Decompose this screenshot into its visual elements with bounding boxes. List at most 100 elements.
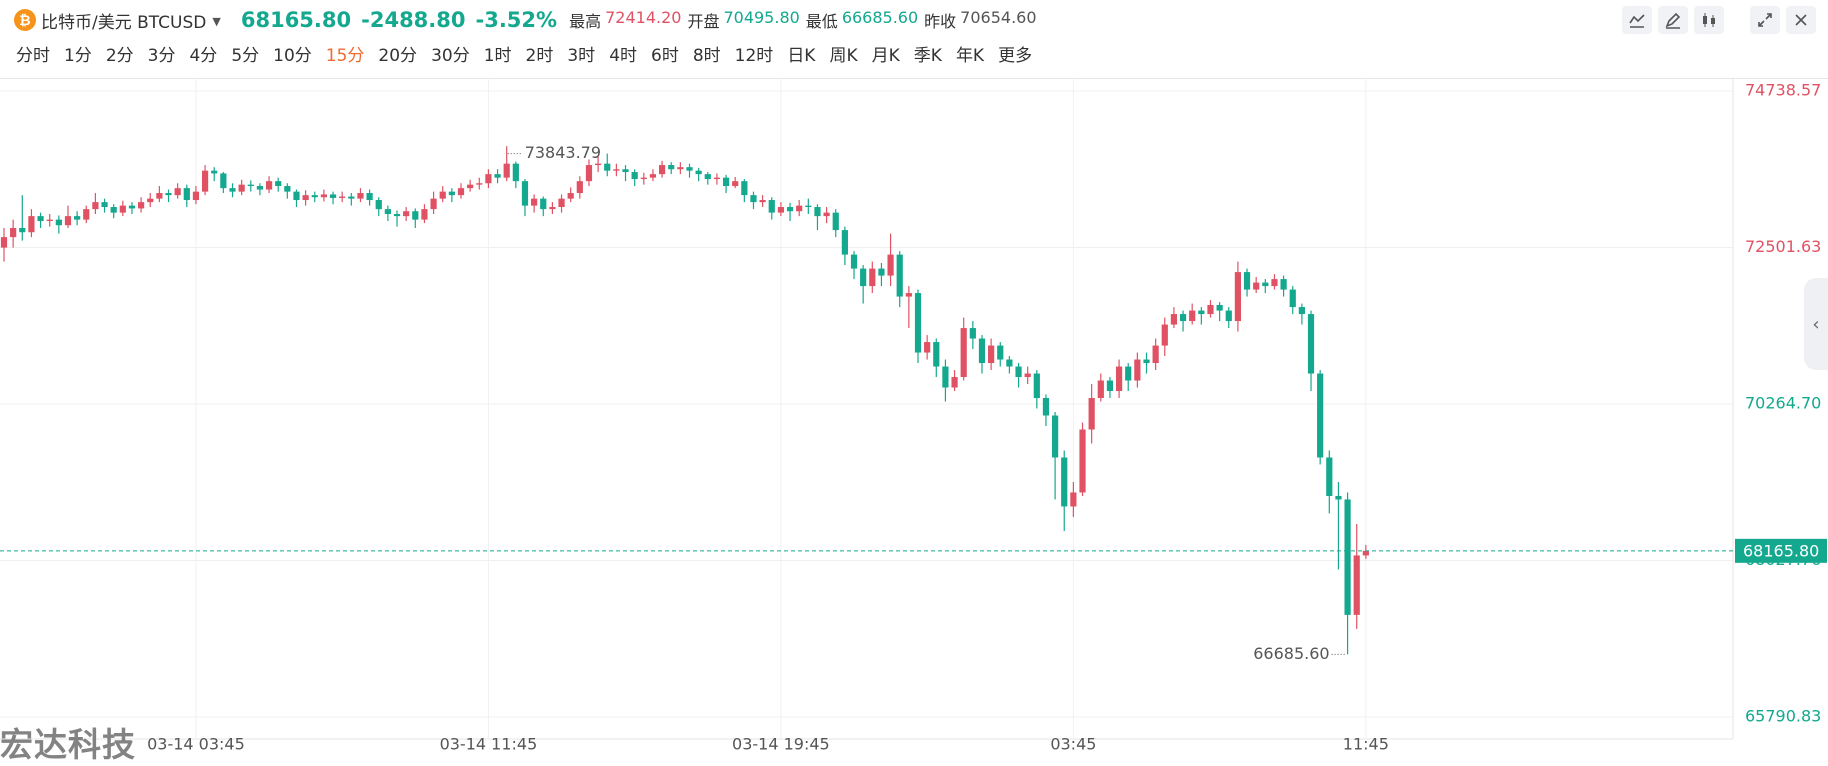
candle-body (540, 198, 547, 210)
candle-body (275, 181, 282, 187)
side-panel-toggle[interactable]: ‹ (1804, 278, 1828, 370)
candle-body (74, 216, 81, 220)
icon (1665, 12, 1681, 29)
candle-body (1307, 314, 1315, 374)
candle-body (805, 205, 812, 208)
low-label: 66685.60 (1253, 644, 1329, 663)
candle-body (713, 177, 721, 180)
candle-body (704, 174, 711, 180)
candle-body (1280, 279, 1287, 290)
candle-body (777, 207, 784, 213)
candle-body (521, 181, 529, 206)
price: 68165.80 (240, 8, 352, 32)
candle-body (988, 345, 995, 364)
timeframe[interactable]: 2时 (525, 45, 554, 66)
timeframe[interactable]: 年K (955, 45, 985, 66)
indicator-button[interactable] (1622, 6, 1652, 34)
candle-body (247, 184, 254, 187)
candle-body (1134, 359, 1141, 381)
candle-body (329, 194, 337, 198)
candle-body (576, 181, 583, 194)
candle-body (1317, 373, 1324, 458)
expand-button[interactable] (1750, 6, 1780, 34)
timeframe[interactable]: 8时 (692, 45, 721, 66)
candle-body (375, 200, 382, 210)
candle-body (1362, 550, 1369, 556)
candle-body (156, 193, 163, 199)
candle-body (55, 219, 62, 226)
timeframe[interactable]: 10分 (273, 45, 312, 66)
timeframe[interactable]: 5分 (231, 45, 260, 66)
timeframe[interactable]: 2分 (105, 45, 134, 66)
candle-body (512, 163, 519, 182)
candle-body (201, 170, 209, 192)
candle-body (348, 196, 355, 199)
timeframe[interactable]: 4时 (609, 45, 638, 66)
timeframe[interactable]: 更多 (998, 45, 1033, 66)
candle-body (677, 167, 684, 170)
candle-body (1344, 499, 1351, 615)
toolbar (1622, 6, 1816, 34)
candle-body (960, 328, 967, 378)
change: -2488.80 (361, 8, 466, 32)
timeframe[interactable]: 12时 (734, 45, 774, 66)
timeframe[interactable]: 周K (829, 45, 858, 66)
timeframe[interactable]: 1时 (483, 45, 512, 66)
timeframe[interactable]: 20分 (378, 45, 418, 66)
candle-body (531, 198, 538, 206)
candle-body (759, 200, 766, 203)
stat-label: 最高 (569, 12, 602, 31)
timeframe[interactable]: 1分 (64, 45, 92, 66)
candle-body (585, 165, 593, 182)
candle-body (284, 186, 291, 192)
y-tick-label: 74738.57 (1745, 80, 1821, 99)
header: ₿ 比特币/美元 BTCUSD ▼ 68165.80 -2488.80 -3.5… (0, 0, 1828, 40)
stat-value: 72414.20 (605, 8, 682, 27)
candle-body (750, 195, 757, 203)
candle-body (786, 207, 794, 212)
stat-label: 最低 (805, 12, 838, 31)
timeframe[interactable]: 分时 (16, 45, 50, 66)
candle-body (1125, 366, 1132, 381)
candle-body (1262, 282, 1269, 287)
symbol-caret[interactable]: ▼ (212, 15, 221, 28)
candle-body (1079, 429, 1086, 493)
timeframe[interactable]: 15分 (325, 45, 365, 66)
candle-body (1179, 314, 1187, 322)
candle-body (485, 174, 492, 184)
candle-body (1061, 457, 1068, 507)
candle-body (238, 184, 245, 192)
timeframe[interactable]: 季K (913, 45, 942, 66)
timeframe[interactable]: 月K (871, 45, 900, 66)
candle-body (183, 188, 190, 201)
timeframe[interactable]: 3时 (567, 45, 596, 66)
candle-body (924, 342, 931, 353)
candle-body (942, 366, 949, 388)
timeframe[interactable]: 6时 (651, 45, 679, 66)
timeframe[interactable]: 4分 (189, 45, 218, 66)
icon (1758, 13, 1772, 27)
candle-body (503, 163, 510, 178)
close-button[interactable] (1786, 6, 1816, 34)
stat-value: 70495.80 (723, 8, 800, 27)
candle-body (37, 216, 44, 222)
chart-type-button[interactable] (1694, 6, 1724, 34)
candle-body (211, 170, 218, 174)
candle-body (366, 193, 373, 201)
candle-body (613, 169, 620, 171)
candle-body (631, 172, 638, 180)
timeframe[interactable]: 30分 (431, 45, 470, 66)
timeframe[interactable]: 3分 (147, 45, 176, 66)
candle-body (1207, 304, 1214, 315)
candle-body (668, 165, 675, 170)
symbol[interactable]: 比特币/美元 BTCUSD (41, 12, 207, 33)
stat-label: 昨收 (924, 12, 957, 31)
y-tick-label: 72501.63 (1745, 237, 1821, 256)
candle-body (1298, 307, 1305, 315)
candle-body (1335, 495, 1342, 500)
icon (1629, 14, 1645, 28)
draw-button[interactable] (1658, 6, 1688, 34)
candle-body (1097, 380, 1104, 399)
timeframe[interactable]: 日K (787, 45, 816, 66)
candle-body (686, 167, 693, 171)
